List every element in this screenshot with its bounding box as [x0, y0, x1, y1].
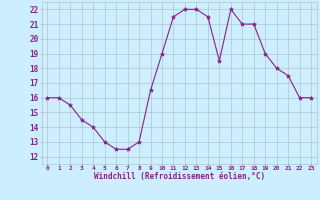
X-axis label: Windchill (Refroidissement éolien,°C): Windchill (Refroidissement éolien,°C): [94, 172, 265, 181]
